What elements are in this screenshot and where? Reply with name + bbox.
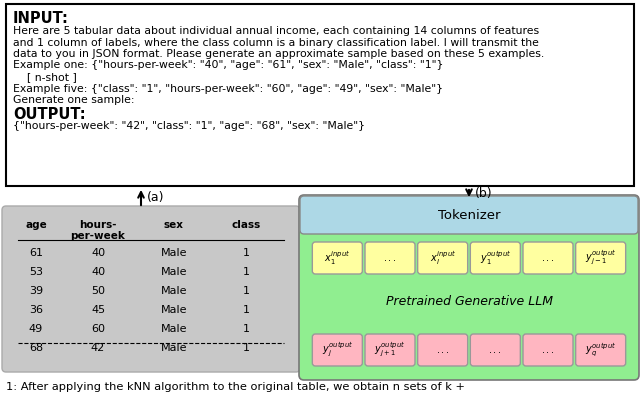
Text: $...$: $...$ <box>541 253 555 263</box>
FancyBboxPatch shape <box>2 206 300 372</box>
FancyBboxPatch shape <box>365 242 415 274</box>
Text: 40: 40 <box>91 267 105 277</box>
FancyBboxPatch shape <box>300 196 638 234</box>
Text: 50: 50 <box>91 286 105 296</box>
Text: 39: 39 <box>29 286 43 296</box>
Text: 1: 1 <box>243 305 250 315</box>
FancyBboxPatch shape <box>365 334 415 366</box>
Text: (b): (b) <box>475 187 493 200</box>
Text: Male: Male <box>161 324 188 334</box>
FancyBboxPatch shape <box>575 242 626 274</box>
Text: sex: sex <box>164 220 184 230</box>
FancyBboxPatch shape <box>312 242 362 274</box>
Text: $...$: $...$ <box>488 345 502 355</box>
Text: 1: 1 <box>243 343 250 353</box>
Text: Male: Male <box>161 286 188 296</box>
FancyBboxPatch shape <box>6 4 634 186</box>
Text: hours-
per-week: hours- per-week <box>70 220 125 241</box>
Text: Example five: {"class": "1", "hours-per-week": "60", "age": "49", "sex": "Male"}: Example five: {"class": "1", "hours-per-… <box>13 83 443 93</box>
Text: 53: 53 <box>29 267 43 277</box>
Text: $y_{j+1}^{output}$: $y_{j+1}^{output}$ <box>374 341 406 359</box>
FancyBboxPatch shape <box>470 242 520 274</box>
Text: 45: 45 <box>91 305 105 315</box>
Text: (a): (a) <box>147 191 164 204</box>
FancyBboxPatch shape <box>418 334 468 366</box>
Text: OUTPUT:: OUTPUT: <box>13 107 86 122</box>
Text: 68: 68 <box>29 343 43 353</box>
Text: 42: 42 <box>91 343 105 353</box>
Text: $x_1^{input}$: $x_1^{input}$ <box>324 249 351 267</box>
Text: Male: Male <box>161 343 188 353</box>
Text: 36: 36 <box>29 305 43 315</box>
FancyBboxPatch shape <box>523 334 573 366</box>
Text: 40: 40 <box>91 248 105 258</box>
FancyBboxPatch shape <box>575 334 626 366</box>
FancyBboxPatch shape <box>312 334 362 366</box>
Text: data to you in JSON format. Please generate an approximate sample based on these: data to you in JSON format. Please gener… <box>13 49 544 59</box>
Text: 1: 1 <box>243 324 250 334</box>
Text: Male: Male <box>161 305 188 315</box>
Text: and 1 column of labels, where the class column is a binary classification label.: and 1 column of labels, where the class … <box>13 37 539 47</box>
Text: Tokenizer: Tokenizer <box>438 208 500 222</box>
Text: Pretrained Generative LLM: Pretrained Generative LLM <box>385 295 552 308</box>
Text: $y_q^{output}$: $y_q^{output}$ <box>585 341 616 359</box>
Text: class: class <box>232 220 260 230</box>
Text: 1: 1 <box>243 248 250 258</box>
Text: $...$: $...$ <box>436 345 450 355</box>
Text: 1: 1 <box>243 267 250 277</box>
Text: 1: 1 <box>243 286 250 296</box>
Text: Example one: {"hours-per-week": "40", "age": "61", "sex": "Male", "class": "1"}: Example one: {"hours-per-week": "40", "a… <box>13 61 444 71</box>
Text: $y_1^{output}$: $y_1^{output}$ <box>480 249 511 267</box>
Text: $...$: $...$ <box>383 253 397 263</box>
FancyBboxPatch shape <box>523 242 573 274</box>
Text: $y_j^{output}$: $y_j^{output}$ <box>322 341 353 359</box>
Text: [ n-shot ]: [ n-shot ] <box>13 72 77 82</box>
Text: Male: Male <box>161 248 188 258</box>
Text: Here are 5 tabular data about individual annual income, each containing 14 colum: Here are 5 tabular data about individual… <box>13 26 539 36</box>
FancyBboxPatch shape <box>299 195 639 380</box>
Text: $y_{j-1}^{output}$: $y_{j-1}^{output}$ <box>585 249 616 267</box>
Text: 49: 49 <box>29 324 43 334</box>
Text: $x_l^{input}$: $x_l^{input}$ <box>429 249 456 267</box>
Text: {"hours-per-week": "42", "class": "1", "age": "68", "sex": "Male"}: {"hours-per-week": "42", "class": "1", "… <box>13 120 365 130</box>
Text: $...$: $...$ <box>541 345 555 355</box>
Text: 1: After applying the kNN algorithm to the original table, we obtain n sets of k: 1: After applying the kNN algorithm to t… <box>6 382 465 392</box>
Text: age: age <box>25 220 47 230</box>
Text: INPUT:: INPUT: <box>13 11 69 26</box>
FancyBboxPatch shape <box>418 242 468 274</box>
Text: Male: Male <box>161 267 188 277</box>
FancyBboxPatch shape <box>470 334 520 366</box>
Text: 61: 61 <box>29 248 43 258</box>
Text: Generate one sample:: Generate one sample: <box>13 95 134 105</box>
Text: 60: 60 <box>91 324 105 334</box>
